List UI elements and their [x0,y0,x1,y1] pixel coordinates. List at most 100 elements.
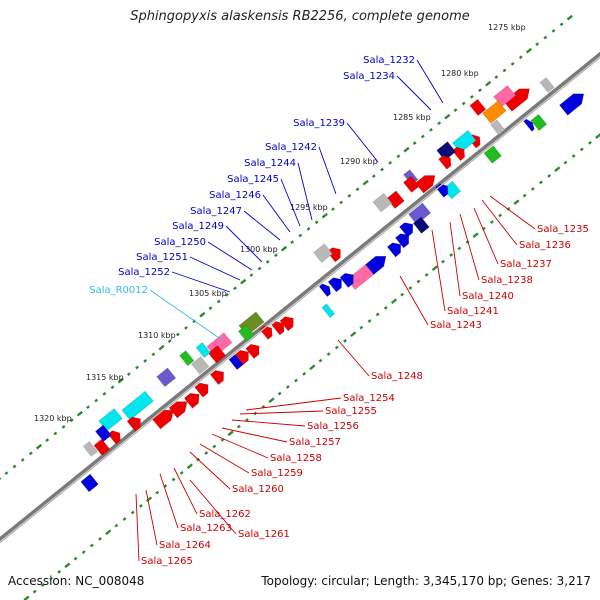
gene-feature[interactable] [95,424,112,442]
gene-label[interactable]: Sala_1246 [209,190,261,201]
tick-dot [498,213,503,218]
gene-label[interactable]: Sala_1236 [519,240,571,251]
gene-label[interactable]: Sala_1249 [172,221,224,232]
kbp-label: 1320 kbp [34,414,72,423]
gene-feature[interactable] [402,175,420,193]
tick-dot [416,279,421,284]
gene-label[interactable]: Sala_1261 [238,529,290,540]
gene-feature[interactable] [93,438,111,456]
kbp-label: 1275 kbp [488,23,526,32]
gene-label[interactable]: Sala_1245 [227,174,279,185]
gene-label[interactable]: Sala_1238 [481,275,533,286]
gene-label[interactable]: Sala_1242 [265,142,317,153]
gene-feature[interactable] [483,145,502,164]
gene-feature[interactable] [279,313,298,332]
gene-label[interactable]: Sala_1248 [371,371,423,382]
gene-feature[interactable] [451,129,477,154]
gene-feature[interactable] [493,84,517,108]
leader-line [416,59,444,104]
gene-label[interactable]: Sala_1232 [363,55,415,66]
gene-feature[interactable] [234,347,253,365]
gene-feature[interactable] [80,473,99,493]
gene-feature[interactable] [168,397,191,419]
tick-dot [588,140,592,145]
leader-line [399,275,429,326]
gene-feature[interactable] [121,390,154,421]
gene-feature[interactable] [313,243,333,264]
tick-dot [86,405,90,409]
gene-label[interactable]: Sala_1254 [343,393,395,404]
gene-feature[interactable] [398,219,417,238]
gene-feature[interactable] [438,153,455,170]
gene-label[interactable]: Sala_1247 [190,206,242,217]
gene-label[interactable]: Sala_R0012 [89,285,148,296]
gene-feature[interactable] [183,389,203,409]
tick-dot [105,529,112,536]
gene-feature[interactable] [469,98,487,117]
gene-label[interactable]: Sala_1265 [141,556,193,567]
gene-label[interactable]: Sala_1240 [462,291,514,302]
gene-feature[interactable] [339,270,358,288]
tick-dot [94,398,99,403]
gene-label[interactable]: Sala_1234 [343,71,395,82]
gene-feature[interactable] [179,350,195,367]
tick-dot [551,28,556,33]
gene-label[interactable]: Sala_1252 [118,267,170,278]
gene-feature[interactable] [412,216,430,234]
gene-feature[interactable] [372,192,393,213]
label-leader-lines [135,59,536,562]
tick-dot [273,253,278,258]
gene-label[interactable]: Sala_1244 [244,158,296,169]
gene-label[interactable]: Sala_1250 [154,237,206,248]
gene-feature[interactable] [98,408,123,432]
tick-dot [20,458,25,462]
gene-feature[interactable] [194,380,213,398]
gene-feature[interactable] [386,239,405,258]
gene-feature[interactable] [318,282,333,298]
gene-label[interactable]: Sala_1262 [199,509,251,520]
gene-feature[interactable] [530,113,548,132]
kbp-label: 1310 kbp [138,331,176,340]
gene-feature[interactable] [321,303,336,318]
leader-line [239,410,324,415]
gene-feature[interactable] [209,367,228,386]
gene-feature[interactable] [327,274,346,293]
gene-feature[interactable] [237,324,255,342]
tick-dot [535,42,540,46]
gene-label[interactable]: Sala_1243 [430,320,482,331]
gene-feature[interactable] [82,440,98,457]
tick-dot [375,312,380,317]
gene-feature[interactable] [126,414,145,432]
gene-feature[interactable] [245,341,264,359]
gene-feature[interactable] [559,89,587,116]
gene-label[interactable]: Sala_1263 [180,523,232,534]
leader-line [489,195,536,230]
tick-dot [343,338,347,343]
gene-label[interactable]: Sala_1239 [293,118,345,129]
gene-feature[interactable] [523,117,537,132]
gene-label[interactable]: Sala_1258 [270,453,322,464]
tick-dot [23,595,30,600]
gene-feature[interactable] [271,319,288,336]
gene-label[interactable]: Sala_1241 [447,306,499,317]
gene-label[interactable]: Sala_1256 [307,421,359,432]
gene-feature[interactable] [482,100,507,124]
tick-dot [449,253,454,257]
gene-label[interactable]: Sala_1260 [232,484,284,495]
gene-label[interactable]: Sala_1251 [136,252,188,263]
gene-label[interactable]: Sala_1264 [159,540,211,551]
gene-feature[interactable] [228,354,244,371]
gene-feature[interactable] [191,356,210,375]
gene-feature[interactable] [156,367,177,388]
tick-dot [4,471,9,475]
gene-label[interactable]: Sala_1257 [289,437,341,448]
gene-feature[interactable] [539,76,555,93]
gene-feature[interactable] [490,119,506,136]
gene-label[interactable]: Sala_1255 [325,406,377,417]
gene-label[interactable]: Sala_1237 [500,259,552,270]
gene-label[interactable]: Sala_1235 [537,224,589,235]
gene-label[interactable]: Sala_1259 [251,468,303,479]
gene-feature[interactable] [195,342,211,358]
gene-feature[interactable] [394,230,413,249]
tick-dot [403,146,410,153]
